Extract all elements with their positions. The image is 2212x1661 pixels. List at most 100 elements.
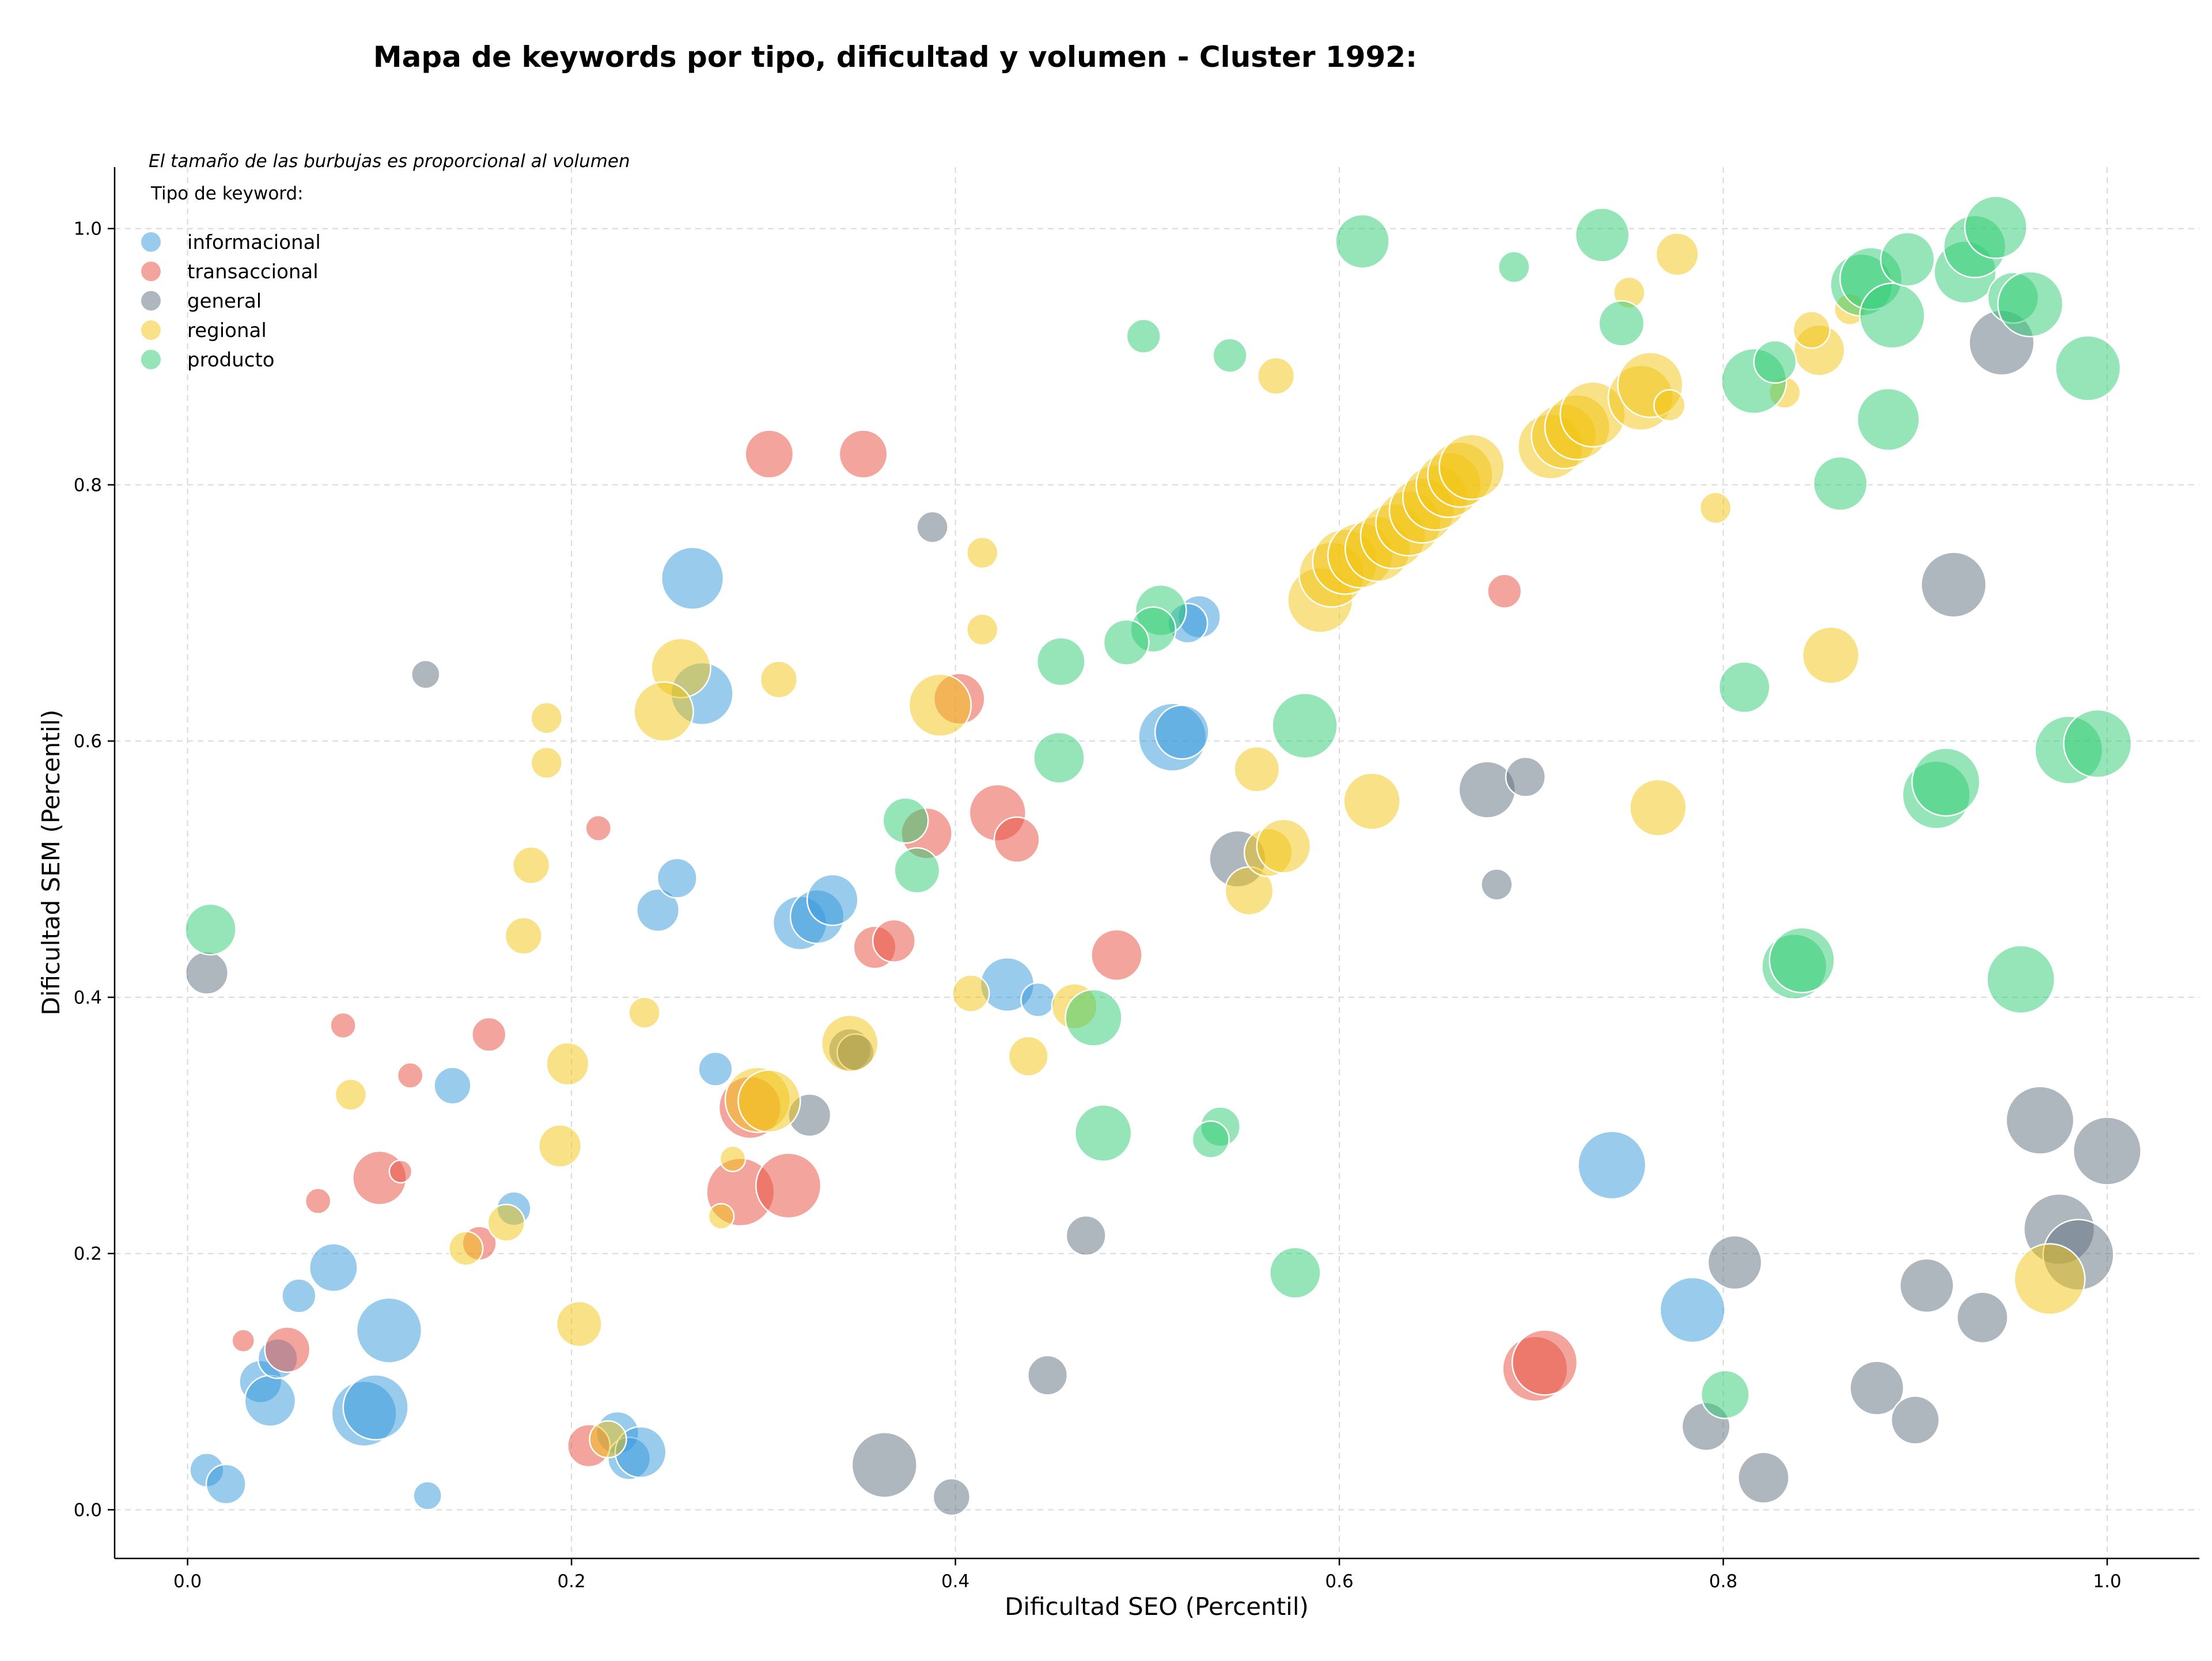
legend-marker-informacional (141, 232, 161, 252)
bubble-regional (821, 1014, 879, 1073)
legend-marker-producto (141, 350, 161, 369)
bubble-producto (1271, 692, 1338, 759)
bubble-producto (1856, 387, 1921, 452)
bubble-transaccional (872, 919, 916, 963)
bubble-informacional (1577, 1130, 1647, 1200)
bubble-general (916, 510, 949, 544)
bubble-producto (1574, 207, 1630, 263)
bubble-producto (1212, 338, 1248, 373)
bubble-regional (546, 1042, 590, 1086)
bubble-transaccional (388, 1159, 413, 1184)
bubble-transaccional (1511, 1329, 1578, 1396)
bubble-transaccional (231, 1329, 256, 1353)
bubble-producto (1598, 300, 1645, 347)
grid-lines (115, 167, 2199, 1558)
bubble-general (1899, 1258, 1955, 1314)
bubble-producto (184, 903, 237, 956)
bubble-transaccional (838, 429, 888, 479)
bubble-general (932, 1478, 971, 1516)
bubble-informacional (412, 1481, 442, 1511)
bubble-regional (1007, 1035, 1049, 1077)
legend-title: Tipo de keyword: (150, 183, 304, 204)
bubble-informacional (806, 873, 859, 926)
bubble-general (1849, 1360, 1905, 1416)
bubble-producto (882, 797, 929, 844)
bubble-general (1890, 1395, 1940, 1445)
bubble-general (1956, 1291, 2009, 1344)
bubble-general (1027, 1354, 1069, 1396)
bubble-general (1505, 756, 1546, 798)
bubble-producto (1911, 747, 1981, 817)
bubble-informacional (698, 1051, 733, 1087)
bubble-informacional (244, 1375, 297, 1427)
legend-label-regional: regional (187, 319, 267, 342)
y-axis-label: Dificultad SEM (Percentil) (37, 710, 65, 1016)
x-tick-label: 1.0 (2093, 1571, 2121, 1592)
x-tick-label: 0.4 (941, 1571, 969, 1592)
bubble-regional (952, 974, 990, 1013)
bubble-informacional (636, 888, 680, 932)
legend-items: informacional transaccional general regiona… (141, 231, 321, 372)
bubble-general (411, 659, 441, 690)
bubble-layer (184, 195, 2142, 1516)
legend-label-transaccional: transaccional (187, 260, 319, 283)
bubble-regional (1629, 778, 1687, 837)
bubble-general (1480, 868, 1513, 901)
bubble-regional (530, 701, 563, 735)
bubble-producto (1033, 731, 1085, 784)
bubble-transaccional (1487, 573, 1522, 609)
y-tick-label: 0.0 (74, 1500, 102, 1520)
bubble-producto (1964, 195, 2028, 259)
bubble-regional (1256, 357, 1296, 395)
bubble-general (851, 1432, 918, 1499)
bubble-regional (589, 1420, 627, 1459)
bubble-regional (530, 746, 563, 780)
legend-marker-general (141, 291, 161, 311)
chart-title: Mapa de keywords por tipo, dificultad y … (373, 40, 1417, 74)
bubble-regional (504, 917, 543, 955)
x-axis-label: Dificultad SEO (Percentil) (1005, 1592, 1309, 1621)
bubble-informacional (205, 1463, 247, 1505)
bubble-informacional (308, 1243, 358, 1293)
bubble-transaccional (396, 1062, 424, 1089)
bubble-producto (1126, 318, 1161, 354)
bubble-producto (1812, 456, 1868, 512)
bubble-regional (1792, 311, 1831, 349)
bubble-regional (2013, 1243, 2086, 1315)
bubble-transaccional (1090, 929, 1143, 981)
bubble-producto (1036, 637, 1086, 687)
bubble-informacional (1659, 1276, 1726, 1344)
bubble-informacional (656, 857, 698, 899)
bubble-informacional (342, 1374, 409, 1441)
axes (113, 167, 2199, 1560)
bubble-regional (1801, 626, 1860, 684)
bubble-general (2072, 1116, 2142, 1186)
bubble-general (184, 951, 229, 995)
bubble-regional (1653, 389, 1686, 422)
bubble-regional (1699, 491, 1732, 524)
bubble-general (1065, 1215, 1107, 1257)
y-tick-label: 0.8 (74, 475, 102, 495)
bubble-regional (759, 660, 798, 699)
bubble-informacional (433, 1066, 472, 1105)
bubble-regional (555, 1300, 603, 1348)
bubble-general (1707, 1235, 1763, 1291)
bubble-producto (1768, 926, 1835, 994)
bubble-producto (1269, 1246, 1321, 1299)
legend-marker-regional (141, 320, 161, 340)
x-tick-label: 0.2 (557, 1571, 585, 1592)
bubble-regional (966, 613, 999, 646)
bubble-transaccional (304, 1187, 332, 1214)
bubble-transaccional (585, 815, 612, 842)
bubble-informacional (355, 1297, 423, 1364)
bubble-regional (1256, 818, 1312, 874)
bubble-informacional (660, 546, 725, 610)
bubble-general (2005, 1085, 2075, 1155)
legend-marker-transaccional (141, 262, 161, 281)
bubble-regional (737, 1069, 801, 1133)
bubble-informacional (1154, 704, 1210, 760)
bubble-transaccional (993, 816, 1040, 863)
bubble-regional (633, 681, 694, 742)
